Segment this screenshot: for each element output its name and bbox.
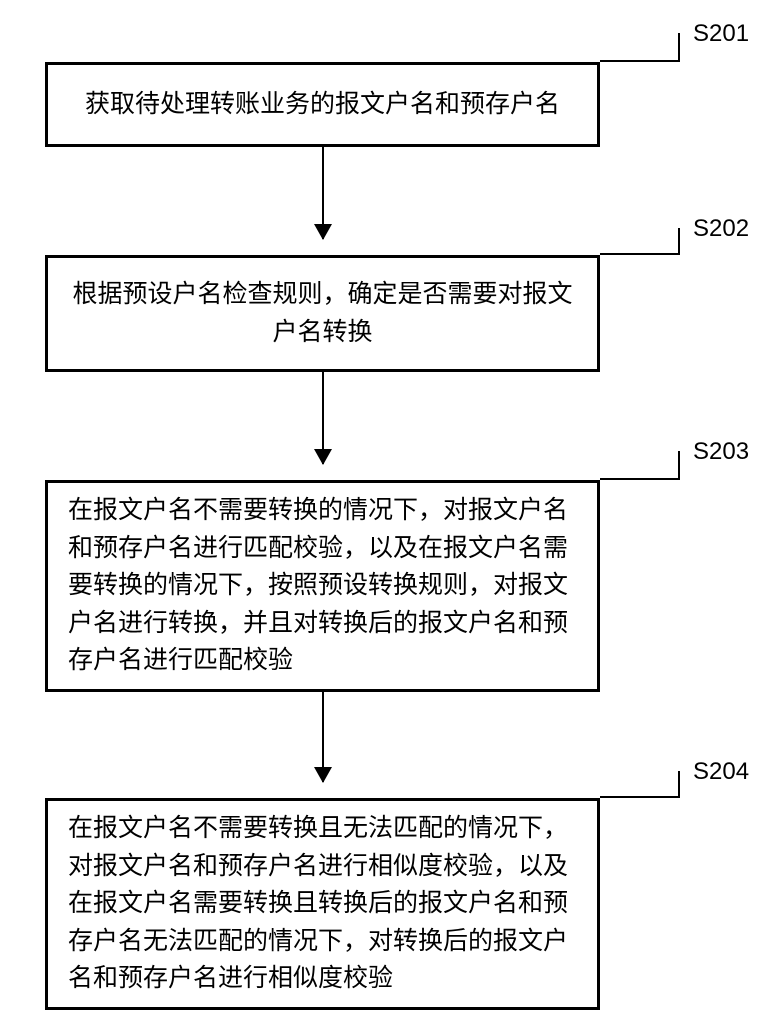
label-s204: S204 [693,758,749,786]
flowchart-container: 获取待处理转账业务的报文户名和预存户名 S201 根据预设户名检查规则，确定是否… [0,0,765,1000]
step-box-s204: 在报文户名不需要转换且无法匹配的情况下，对报文户名和预存户名进行相似度校验，以及… [45,798,600,1010]
step-text-s204: 在报文户名不需要转换且无法匹配的情况下，对报文户名和预存户名进行相似度校验，以及… [68,810,577,998]
arrow-s201-s202 [322,147,324,239]
callout-s202 [600,228,680,255]
label-s203: S203 [693,438,749,466]
label-s201: S201 [693,20,749,48]
callout-s204 [600,771,680,798]
arrow-s202-s203 [322,372,324,464]
step-text-s201: 获取待处理转账业务的报文户名和预存户名 [85,86,560,124]
step-box-s203: 在报文户名不需要转换的情况下，对报文户名和预存户名进行匹配校验，以及在报文户名需… [45,480,600,692]
step-box-s202: 根据预设户名检查规则，确定是否需要对报文户名转换 [45,255,600,372]
callout-s203 [600,451,680,480]
callout-s201 [600,33,680,62]
step-box-s201: 获取待处理转账业务的报文户名和预存户名 [45,62,600,147]
step-text-s203: 在报文户名不需要转换的情况下，对报文户名和预存户名进行匹配校验，以及在报文户名需… [68,492,577,680]
arrow-s203-s204 [322,692,324,782]
label-s202: S202 [693,215,749,243]
step-text-s202: 根据预设户名检查规则，确定是否需要对报文户名转换 [68,276,577,351]
